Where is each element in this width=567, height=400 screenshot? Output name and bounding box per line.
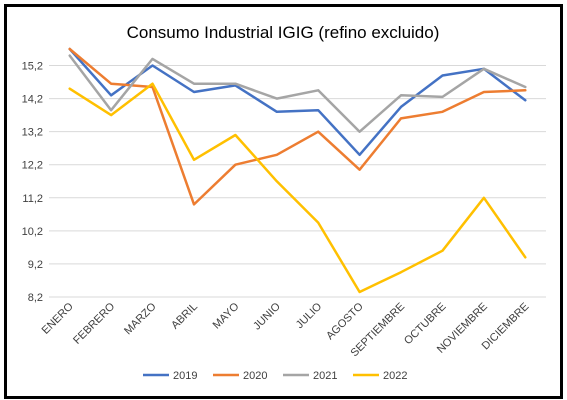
y-tick-label: 12,2 [22,160,43,172]
x-tick-label: JUNIO [251,300,283,332]
series-line-2020 [68,47,527,206]
y-axis: 8,2 9,2 10,2 11,2 12,2 13,2 14,2 15,2 [22,61,43,304]
chart-frame: Consumo Industrial IGIG (refino excluido… [4,4,563,399]
x-tick-label: AGOSTO [324,300,366,342]
line-chart: Consumo Industrial IGIG (refino excluido… [22,23,546,382]
legend-item-2021: 2021 [283,370,337,382]
series-line-2019 [68,47,527,157]
x-tick-label: JULIO [294,300,325,331]
y-tick-label: 10,2 [22,226,43,238]
y-tick-label: 15,2 [22,61,43,73]
y-tick-label: 8,2 [28,292,43,304]
series-line-2022 [68,82,527,294]
legend-label: 2022 [383,370,407,382]
legend-label: 2020 [243,370,267,382]
legend-item-2020: 2020 [213,370,267,382]
series-lines [68,47,527,294]
series-line-2021 [68,54,527,133]
y-tick-label: 13,2 [22,127,43,139]
legend: 2019 2020 2021 2022 [143,370,407,382]
legend-label: 2021 [313,370,337,382]
x-tick-label: MARZO [122,300,159,337]
legend-item-2019: 2019 [143,370,197,382]
y-tick-label: 14,2 [22,94,43,106]
legend-label: 2019 [173,370,197,382]
gridlines [49,65,546,298]
x-tick-label: ABRIL [169,301,200,332]
x-tick-label: ENERO [40,300,76,336]
y-tick-label: 11,2 [22,193,43,205]
chart-title: Consumo Industrial IGIG (refino excluido… [127,23,440,42]
legend-item-2022: 2022 [353,370,407,382]
x-tick-label: FEBRERO [71,300,117,346]
y-tick-label: 9,2 [28,259,43,271]
x-tick-label: MAYO [211,300,242,331]
